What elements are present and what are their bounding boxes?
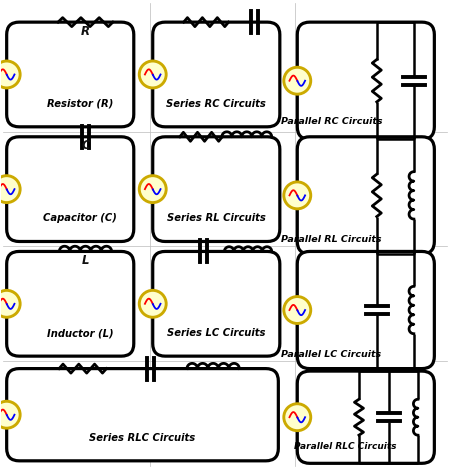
Circle shape: [0, 290, 20, 317]
FancyBboxPatch shape: [153, 137, 280, 242]
Text: Inductor (L): Inductor (L): [47, 328, 114, 338]
Text: Parallel LC Circuits: Parallel LC Circuits: [282, 350, 382, 359]
Text: Capacitor (C): Capacitor (C): [44, 213, 117, 223]
Circle shape: [139, 176, 166, 203]
FancyBboxPatch shape: [153, 22, 280, 127]
Text: Parallel RL Circuits: Parallel RL Circuits: [281, 235, 382, 244]
Circle shape: [139, 61, 166, 88]
Text: Parallel RLC Circuits: Parallel RLC Circuits: [294, 442, 396, 451]
Text: Series RC Circuits: Series RC Circuits: [166, 99, 266, 109]
Circle shape: [139, 290, 166, 317]
Circle shape: [0, 176, 20, 203]
FancyBboxPatch shape: [7, 137, 134, 242]
FancyBboxPatch shape: [297, 22, 434, 139]
Text: C: C: [81, 139, 90, 152]
FancyBboxPatch shape: [297, 137, 434, 254]
FancyBboxPatch shape: [7, 22, 134, 127]
FancyBboxPatch shape: [297, 371, 434, 463]
Text: Series LC Circuits: Series LC Circuits: [167, 328, 266, 338]
Text: L: L: [82, 254, 89, 267]
FancyBboxPatch shape: [7, 369, 279, 461]
Circle shape: [284, 296, 311, 324]
Text: Series RLC Circuits: Series RLC Circuits: [90, 433, 196, 443]
FancyBboxPatch shape: [7, 251, 134, 356]
Text: R: R: [81, 25, 90, 38]
Circle shape: [284, 182, 311, 209]
Circle shape: [284, 67, 311, 94]
Circle shape: [0, 61, 20, 88]
Text: Parallel RC Circuits: Parallel RC Circuits: [281, 117, 382, 126]
Circle shape: [0, 401, 20, 428]
FancyBboxPatch shape: [297, 251, 434, 369]
Text: Series RL Circuits: Series RL Circuits: [167, 213, 266, 223]
Circle shape: [284, 404, 311, 431]
FancyBboxPatch shape: [153, 251, 280, 356]
Text: Resistor (R): Resistor (R): [47, 99, 113, 109]
